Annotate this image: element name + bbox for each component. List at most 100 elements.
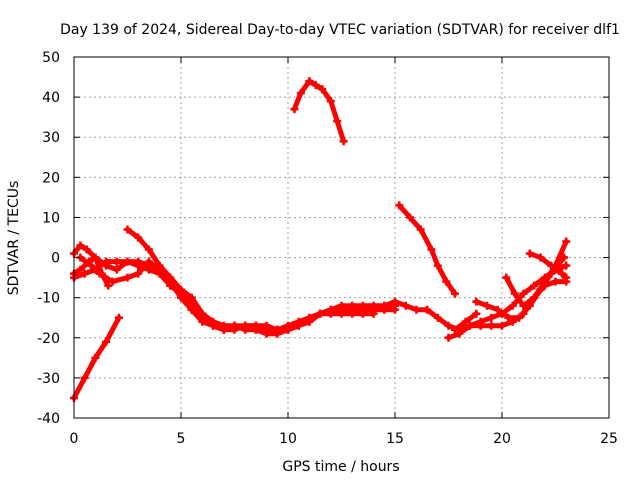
y-tick-label: 0 — [51, 251, 60, 267]
data-point — [333, 117, 342, 126]
data-point — [219, 325, 228, 334]
data-point — [337, 305, 346, 314]
data-point — [547, 269, 556, 278]
data-point — [290, 105, 299, 114]
data-point — [508, 301, 517, 310]
data-point — [134, 269, 143, 278]
data-point — [405, 213, 414, 222]
data-point — [450, 325, 459, 334]
data-point — [450, 289, 459, 298]
data-point — [155, 269, 164, 278]
x-tick-label: 25 — [600, 431, 618, 447]
data-point — [166, 281, 175, 290]
data-point — [326, 97, 335, 106]
data-point — [296, 89, 305, 98]
data-point — [114, 313, 123, 322]
data-point — [95, 269, 104, 278]
data-point — [536, 253, 545, 262]
data-point — [395, 201, 404, 210]
series-group — [70, 77, 571, 402]
data-point — [87, 261, 96, 270]
data-point — [472, 309, 481, 318]
data-point — [91, 353, 100, 362]
y-tick-label: -10 — [37, 291, 60, 307]
y-tick-label: 10 — [42, 210, 60, 226]
data-point — [305, 317, 314, 326]
y-tick-label: -30 — [37, 371, 60, 387]
data-point — [433, 313, 442, 322]
data-point — [472, 297, 481, 306]
data-point — [465, 321, 474, 330]
data-point — [369, 305, 378, 314]
data-point — [305, 77, 314, 86]
data-point — [483, 301, 492, 310]
data-point — [391, 297, 399, 306]
data-point — [155, 261, 164, 270]
data-point — [166, 273, 175, 282]
data-point — [504, 313, 513, 322]
series-arc-d — [77, 255, 398, 333]
data-point — [80, 373, 89, 382]
x-tick-label: 5 — [177, 431, 186, 447]
x-tick-label: 15 — [386, 431, 404, 447]
data-point — [442, 277, 451, 286]
data-point — [519, 301, 528, 310]
data-point — [380, 301, 389, 310]
data-point — [209, 321, 218, 330]
y-tick-label: -40 — [37, 411, 60, 427]
y-tick-label: 30 — [42, 130, 60, 146]
data-point — [487, 321, 496, 330]
data-point — [82, 245, 91, 254]
data-point — [144, 265, 153, 274]
data-point — [251, 321, 260, 330]
data-point — [562, 273, 571, 282]
x-tick-label: 20 — [493, 431, 511, 447]
data-point — [123, 257, 132, 266]
data-point — [348, 305, 357, 314]
data-point — [391, 305, 399, 314]
data-point — [316, 309, 325, 318]
x-axis-label: GPS time / hours — [282, 459, 399, 475]
data-point — [455, 329, 464, 338]
plot-frame — [73, 56, 610, 419]
data-point — [318, 85, 327, 94]
data-point — [401, 301, 410, 310]
data-point — [177, 289, 185, 298]
x-tick-label: 10 — [279, 431, 297, 447]
data-point — [284, 325, 292, 334]
data-point — [144, 245, 153, 254]
data-point — [515, 313, 524, 322]
data-point — [76, 241, 85, 250]
data-point — [102, 257, 111, 266]
data-point — [187, 297, 196, 306]
y-tick-label: 50 — [42, 50, 60, 66]
data-point — [540, 281, 549, 290]
data-point — [525, 249, 534, 258]
data-point — [123, 273, 132, 282]
data-point — [76, 265, 85, 274]
data-point — [519, 289, 528, 298]
data-point — [502, 273, 511, 282]
data-point — [230, 325, 239, 334]
data-point — [562, 237, 571, 246]
data-point — [416, 225, 425, 234]
data-point — [104, 281, 113, 290]
data-point — [91, 253, 100, 262]
data-point — [551, 277, 560, 286]
data-point — [339, 137, 348, 146]
data-point — [476, 317, 485, 326]
data-point — [427, 245, 436, 254]
data-point — [412, 305, 421, 314]
data-point — [134, 261, 143, 270]
data-point — [294, 321, 303, 330]
series-arc-e — [125, 227, 291, 337]
data-point — [241, 321, 250, 330]
data-point — [311, 81, 320, 90]
data-point — [557, 269, 566, 278]
data-point — [262, 325, 271, 334]
y-tick-label: 20 — [42, 170, 60, 186]
data-point — [498, 321, 506, 330]
x-tick-label: 0 — [70, 431, 79, 447]
data-point — [144, 257, 153, 266]
